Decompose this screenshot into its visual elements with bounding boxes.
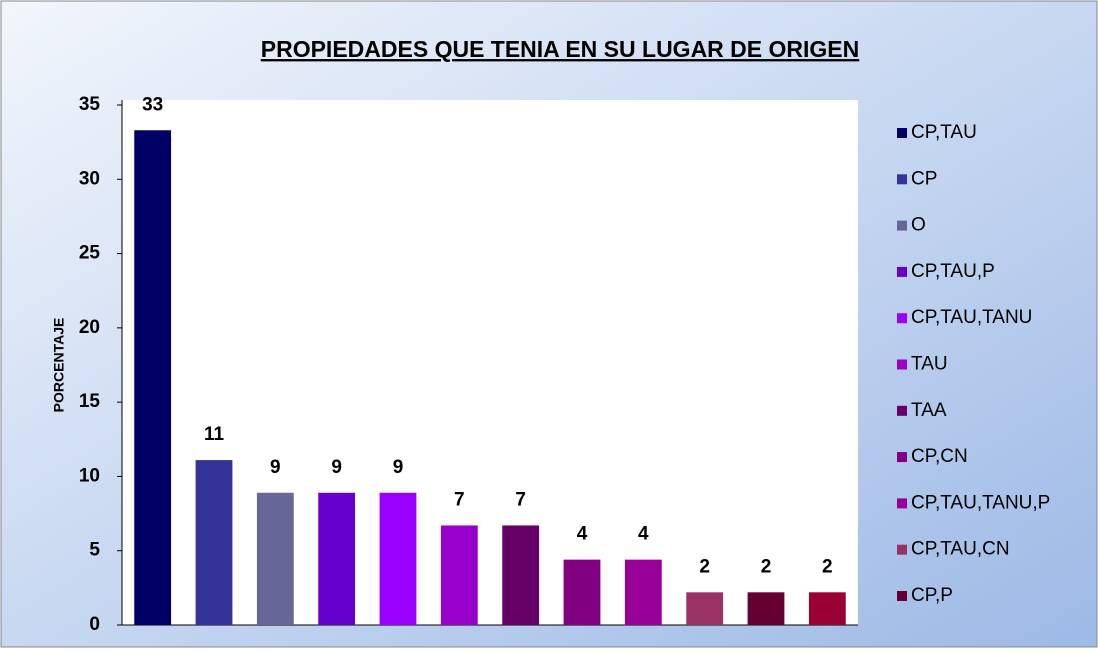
legend-swatch (897, 544, 907, 555)
legend-swatch (897, 266, 907, 277)
value-label: 4 (638, 524, 649, 545)
legend-label: O (911, 215, 926, 236)
y-tick-label: 30 (79, 168, 100, 189)
bar (379, 492, 417, 625)
legend-swatch (897, 405, 907, 416)
legend-label: CP,TAU,TANU (911, 307, 1032, 328)
y-tick-label: 35 (79, 94, 101, 115)
legend-label: CP (911, 168, 937, 189)
legend-swatch (897, 498, 907, 509)
legend-label: TAA (911, 400, 947, 421)
bar (256, 492, 294, 625)
legend-swatch (897, 220, 907, 231)
y-tick-label: 0 (89, 614, 100, 635)
y-tick-label: 20 (79, 317, 100, 338)
bar (440, 525, 478, 625)
legend-label: TAU (911, 354, 948, 375)
bar (808, 592, 846, 625)
y-tick-label: 15 (79, 391, 101, 412)
y-axis-label: PORCENTAJE (51, 318, 67, 413)
value-label: 2 (761, 556, 772, 577)
bar (134, 130, 172, 625)
value-label: 9 (331, 457, 342, 478)
legend-label: CP,CN (911, 446, 968, 467)
value-label: 9 (393, 457, 404, 478)
value-label: 2 (822, 556, 833, 577)
legend-swatch (897, 359, 907, 370)
legend-label: CP,TAU,TANU,P (911, 492, 1050, 513)
bar (563, 559, 601, 625)
bar (195, 460, 233, 625)
legend-swatch (897, 128, 907, 138)
legend-swatch (897, 313, 907, 324)
plot-area (122, 100, 858, 625)
value-label: 33 (142, 94, 163, 115)
y-tick-label: 25 (79, 243, 101, 264)
value-label: 7 (515, 489, 526, 510)
value-label: 2 (699, 556, 710, 577)
bar (747, 592, 785, 625)
legend-label: CP,TAU,CN (911, 539, 1010, 560)
legend-label: CP,TAU (911, 122, 977, 143)
legend-label: CP,TAU,P (911, 261, 995, 282)
legend-swatch (897, 591, 907, 601)
legend-swatch (897, 452, 907, 463)
value-label: 9 (270, 457, 281, 478)
chart-title: PROPIEDADES QUE TENIA EN SU LUGAR DE ORI… (261, 36, 860, 62)
bar (624, 559, 662, 625)
y-tick-label: 5 (89, 540, 100, 561)
bar (502, 525, 540, 625)
value-label: 4 (577, 524, 588, 545)
bar (686, 592, 724, 625)
legend-swatch (897, 174, 907, 185)
legend-label: CP,P (911, 585, 953, 606)
value-label: 7 (454, 489, 465, 510)
bar (318, 492, 356, 625)
value-label: 11 (204, 424, 225, 445)
y-tick-label: 10 (79, 465, 100, 486)
